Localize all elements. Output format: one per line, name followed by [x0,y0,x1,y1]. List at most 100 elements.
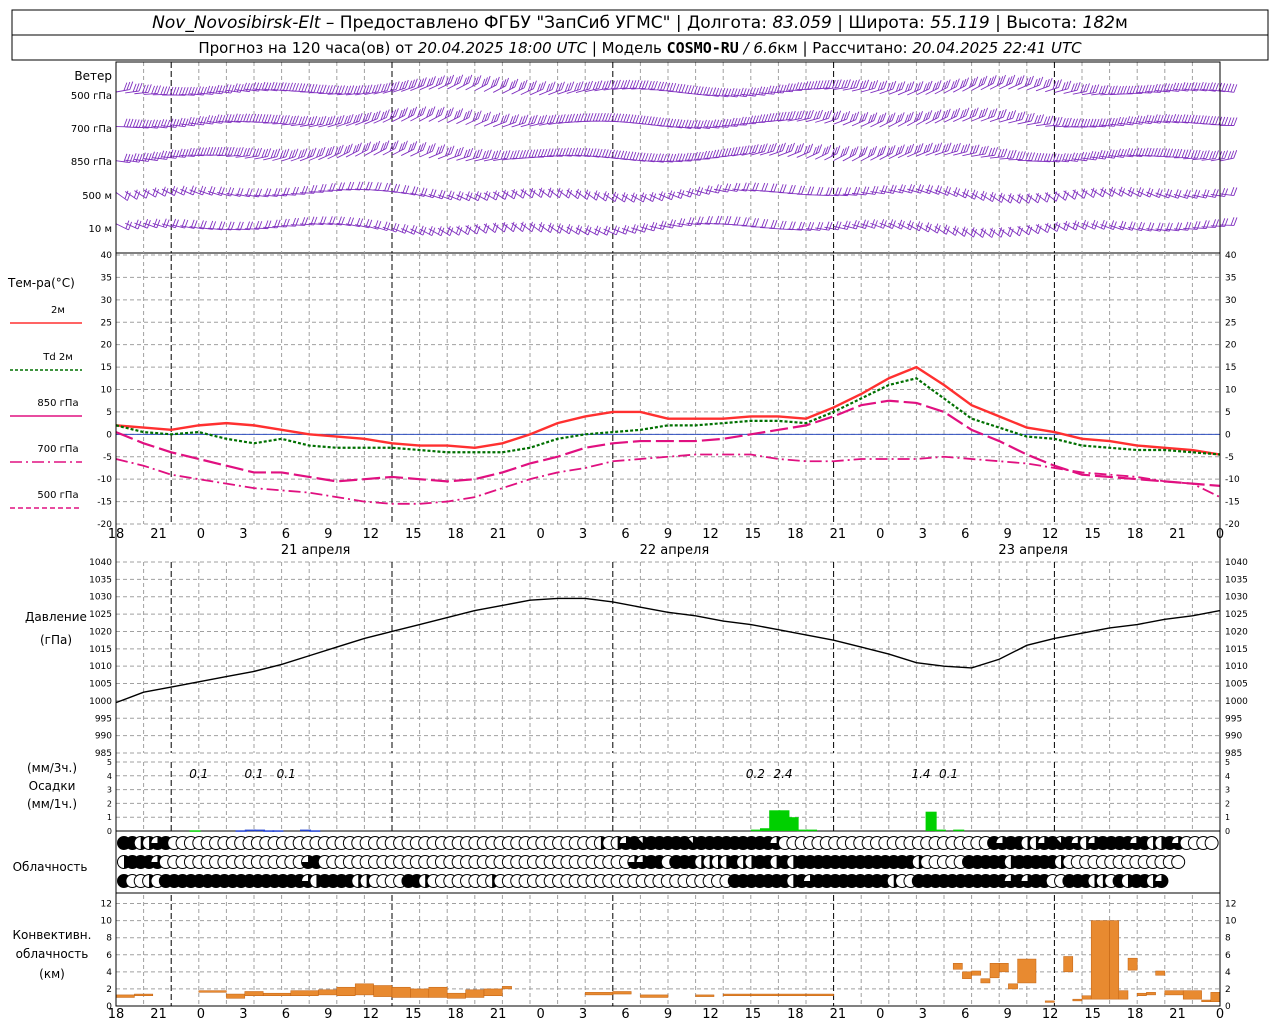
wind-barb-feather [918,222,923,231]
wind-barb-staff [244,228,259,230]
wind-barb-staff [612,228,626,235]
wind-barb-feather [169,86,174,96]
wind-barb-staff [952,190,966,199]
wind-barb-feather [1055,80,1060,89]
wind-barb [1155,188,1173,199]
wind-barb-feather [1001,194,1005,203]
wind-barb-staff [115,160,130,164]
wind-barb-feather [874,186,879,195]
wind-barb-feather [620,150,625,159]
wind-barb-feather [428,107,433,117]
wind-barb-feather [389,143,394,152]
wind-barb-feather [831,112,836,121]
wind-barb [217,84,235,94]
wind-barb-feather [1064,117,1069,127]
wind-barb-feather [944,80,949,90]
wind-barb-staff [447,194,461,201]
wind-barb-staff [704,189,719,194]
wind-barb-staff [805,152,819,159]
wind-barb-feather [233,147,238,156]
wind-barb-feather [385,109,390,118]
wind-barb-staff [1146,228,1161,232]
wind-barb-feather [1007,193,1012,202]
wind-barb-feather [641,152,646,162]
wind-barb-feather [141,119,146,128]
wind-barb-feather [503,114,507,123]
wind-barb-feather [681,84,686,93]
wind-barb [594,191,610,202]
wind-barb-staff [1219,157,1234,162]
wind-barb-feather [353,85,358,95]
wind-barb-staff [695,190,710,195]
wind-barb-feather [178,86,183,96]
wind-barb-feather [632,80,637,89]
wind-barb-feather [365,84,370,94]
wind-barb-staff [815,117,829,123]
wind-barb-feather [892,185,897,194]
wind-barb-feather [344,115,348,125]
wind-barb-staff [272,122,287,125]
wind-barb [1008,151,1026,161]
wind-barb-feather [190,117,195,126]
wind-barb-feather [197,86,201,95]
wind-barb [943,142,961,156]
wind-barb [723,146,741,158]
wind-barb-feather [678,119,683,128]
wind-barb-staff [962,84,975,92]
wind-barb-feather [607,80,612,89]
temp-ytick-left: 0 [106,430,112,440]
wind-barb-feather [258,114,263,123]
wind-barb [1081,118,1100,128]
wind-barb [750,114,769,124]
wind-barb-feather [614,80,618,89]
wind-barb-feather [776,144,781,153]
wind-barb-feather [752,218,757,227]
wind-barb-feather [693,85,698,95]
wind-barb-feather [916,82,921,91]
wind-barb-feather [555,115,560,124]
wind-barb-feather [135,153,140,162]
wind-barb-feather [561,81,565,90]
wind-barb-feather [249,221,254,230]
wind-barb [456,224,472,236]
wind-barb-feather [1083,190,1088,199]
wind-barb [299,83,318,93]
wind-barb-staff [1146,191,1160,198]
wind-barb [419,76,436,91]
wind-barb-staff [1100,124,1115,127]
wind-barb-staff [1155,120,1170,124]
wind-barb-staff [1210,193,1225,198]
wind-barb-feather [475,149,480,158]
wind-barb [1081,84,1100,96]
time-tick-label: 21 [150,527,167,542]
wind-barb-feather [952,225,957,234]
wind-barb-feather [840,148,845,158]
wind-barb-feather [955,78,960,87]
wind-barb-feather [292,82,296,92]
time-tick-label-bottom: 21 [150,1007,167,1022]
wind-barb-feather [1061,118,1066,127]
wind-barb-feather [181,87,186,96]
wind-barb-feather [763,143,768,152]
precip-bar [934,829,946,832]
wind-barb-feather [151,151,155,160]
wind-barb-feather [331,115,336,124]
wind-barb-feather [749,87,753,96]
wind-barb-feather [377,182,382,191]
wind-barb-staff [1118,122,1133,126]
wind-barb-feather [782,142,786,151]
temp-legend-label: 500 гПа [37,490,78,501]
wind-barb [401,224,418,235]
wind-barb-feather [1196,149,1201,159]
wind-barb-feather [540,223,545,233]
wind-barb-feather [1037,153,1042,162]
wind-barb [621,151,640,161]
wind-barb-feather [1026,224,1030,234]
wind-barb [640,80,658,90]
wind-barb [750,86,769,96]
wind-barb [851,112,869,127]
wind-barb-staff [557,225,570,235]
wind-barb-feather [1147,147,1152,157]
wind-barb-feather [441,144,446,153]
wind-barb-feather [862,219,866,228]
